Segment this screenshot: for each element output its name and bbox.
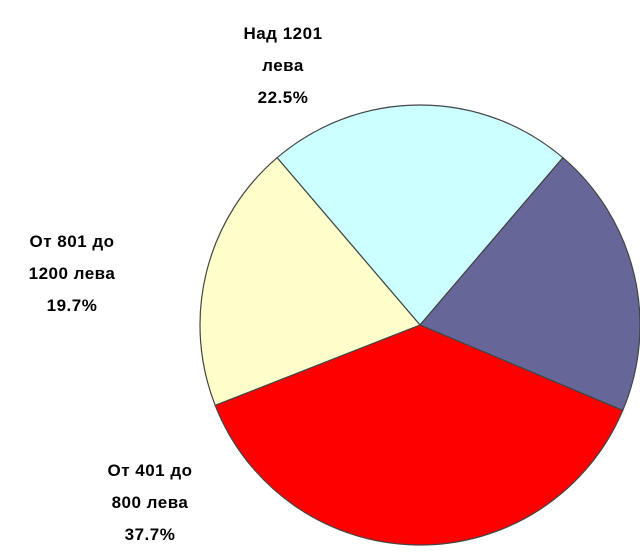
category-label: Над 1201 лева [243,24,323,75]
pie-slice [419,156,640,412]
pie-slice [214,324,624,546]
value-label: 37.7% [124,525,176,544]
slice-label: От 401 до 800 лева 37.7% [98,455,202,551]
category-label: От 801 до 1200 лева [28,232,116,283]
slice-label: От 801 до 1200 лева 19.7% [20,226,124,322]
category-label: От 401 до 800 лева [107,461,193,512]
pie-slice [276,104,564,326]
value-label: 22.5% [257,88,309,107]
value-label: 19.7% [46,296,98,315]
pie-slice [199,156,422,407]
slice-label: Над 1201 лева 22.5% [231,18,335,114]
